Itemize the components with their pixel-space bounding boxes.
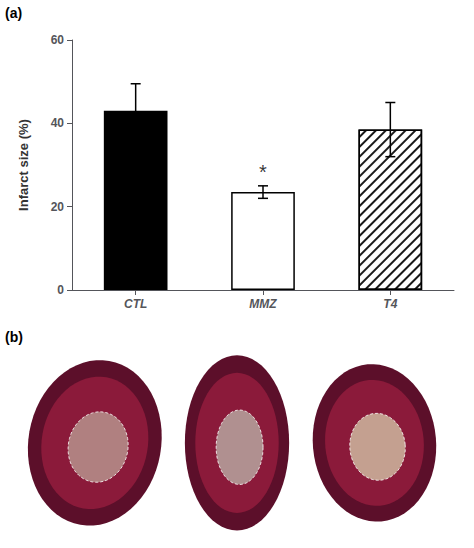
svg-text:(a): (a) <box>5 5 22 21</box>
svg-text:0: 0 <box>57 283 64 297</box>
svg-text:60: 60 <box>51 33 65 47</box>
svg-text:MMZ: MMZ <box>249 297 277 311</box>
svg-text:CTL: CTL <box>124 297 147 311</box>
svg-text:40: 40 <box>51 116 65 130</box>
svg-text:*: * <box>259 161 267 183</box>
svg-text:T4: T4 <box>383 297 397 311</box>
svg-text:20: 20 <box>51 200 65 214</box>
svg-text:Infarct size (%): Infarct size (%) <box>16 119 31 211</box>
svg-text:(b): (b) <box>5 329 23 345</box>
